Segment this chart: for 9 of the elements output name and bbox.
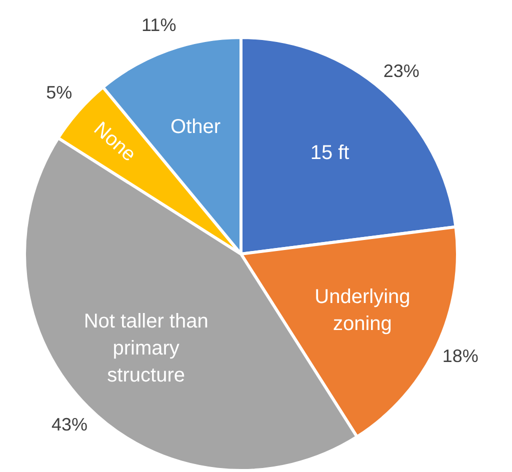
slice-label: Not taller than primary structure (84, 310, 208, 386)
data-label: 43% (52, 414, 88, 434)
data-label: 23% (383, 61, 420, 82)
slice-label: 15 ft (310, 142, 350, 164)
data-label: 5% (46, 82, 72, 103)
slice-label: Other (170, 116, 221, 138)
data-label: 18% (442, 346, 478, 366)
data-label: 11% (142, 14, 176, 35)
slice-label: Underlying zoning (314, 286, 410, 336)
